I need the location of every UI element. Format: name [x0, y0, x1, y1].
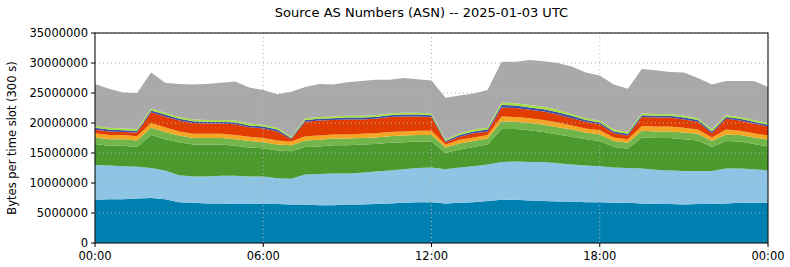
- stacked-area: [95, 198, 768, 243]
- title: Source AS Numbers (ASN) -- 2025-01-03 UT…: [275, 5, 568, 20]
- x-tick-label: 00:00: [78, 249, 111, 263]
- x-tick-label: 12:00: [415, 249, 448, 263]
- tick: [91, 183, 95, 184]
- grid-line: [95, 63, 768, 64]
- y-tick-label: 20000000: [29, 116, 88, 130]
- x-tick-label: 06:00: [247, 249, 280, 263]
- y-tick-label: 15000000: [29, 146, 88, 160]
- grid-line: [599, 33, 600, 243]
- y-tick-label: 25000000: [29, 86, 88, 100]
- tick: [91, 243, 95, 244]
- y-tick-label: 30000000: [29, 56, 88, 70]
- grid-line: [431, 33, 432, 243]
- chart: 0 5000000 10000000 15000000 20000000 25000000…: [0, 0, 790, 267]
- tick: [91, 123, 95, 124]
- tick: [91, 33, 95, 34]
- y-tick-label: 0: [81, 236, 88, 250]
- tick: [91, 93, 95, 94]
- tick: [599, 243, 600, 247]
- y-tick-label: 35000000: [29, 26, 88, 40]
- x-tick-label: 18:00: [583, 249, 616, 263]
- tick: [91, 63, 95, 64]
- x-tick-label: 00:00: [751, 249, 784, 263]
- y-axis-label: Bytes per time slot (300 s): [5, 61, 19, 214]
- tick: [91, 213, 95, 214]
- tick: [95, 243, 96, 247]
- tick: [263, 243, 264, 247]
- tick: [91, 153, 95, 154]
- tick: [431, 243, 432, 247]
- tick: [768, 243, 769, 247]
- y-tick-label: 10000000: [29, 176, 88, 190]
- stacked-area: [95, 60, 768, 140]
- grid-line: [263, 33, 264, 243]
- background: [0, 0, 790, 267]
- plot-frame: [95, 33, 768, 243]
- y-tick-label: 5000000: [37, 206, 88, 220]
- grid-line: [95, 123, 768, 124]
- grid-line: [95, 183, 768, 184]
- areas: [95, 60, 768, 243]
